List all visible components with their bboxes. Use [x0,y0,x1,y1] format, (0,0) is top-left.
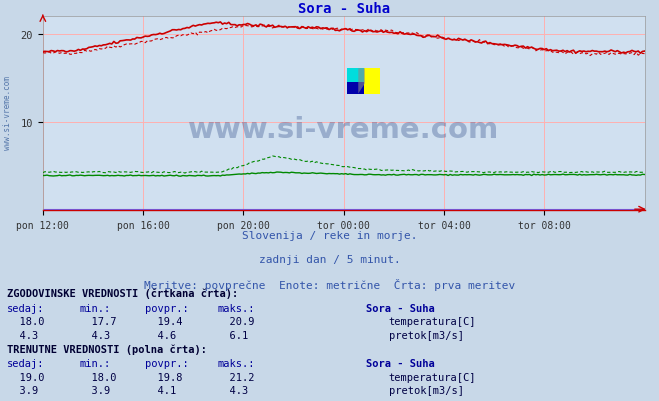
Text: 21.2: 21.2 [217,372,255,382]
Text: TRENUTNE VREDNOSTI (polna črta):: TRENUTNE VREDNOSTI (polna črta): [7,344,206,354]
Text: www.si-vreme.com: www.si-vreme.com [188,115,500,143]
Text: 4.6: 4.6 [145,330,176,340]
Text: pretok[m3/s]: pretok[m3/s] [389,385,464,395]
Text: maks.:: maks.: [217,358,255,368]
Text: 20.9: 20.9 [217,317,255,326]
Text: povpr.:: povpr.: [145,303,188,313]
Text: povpr.:: povpr.: [145,358,188,368]
Text: 3.9: 3.9 [79,385,110,395]
Bar [347,69,364,94]
Text: 18.0: 18.0 [7,317,44,326]
Text: Sora - Suha: Sora - Suha [366,358,434,368]
Text: pretok[m3/s]: pretok[m3/s] [389,330,464,340]
Text: 4.1: 4.1 [145,385,176,395]
Text: maks.:: maks.: [217,303,255,313]
Bar [347,69,380,94]
Text: 19.0: 19.0 [7,372,44,382]
Text: sedaj:: sedaj: [7,358,44,368]
Text: Sora - Suha: Sora - Suha [366,303,434,313]
Text: 6.1: 6.1 [217,330,248,340]
Text: temperatura[C]: temperatura[C] [389,317,476,326]
Text: temperatura[C]: temperatura[C] [389,372,476,382]
Text: Slovenija / reke in morje.: Slovenija / reke in morje. [242,231,417,241]
Text: 4.3: 4.3 [79,330,110,340]
Text: zadnji dan / 5 minut.: zadnji dan / 5 minut. [258,255,401,265]
Text: sedaj:: sedaj: [7,303,44,313]
Text: 4.3: 4.3 [217,385,248,395]
Polygon shape [358,69,365,94]
Title: Sora - Suha: Sora - Suha [298,2,389,16]
Text: 19.4: 19.4 [145,317,183,326]
Text: www.si-vreme.com: www.si-vreme.com [3,75,13,149]
Text: ZGODOVINSKE VREDNOSTI (črtkana črta):: ZGODOVINSKE VREDNOSTI (črtkana črta): [7,288,238,298]
Text: 17.7: 17.7 [79,317,117,326]
Text: 4.3: 4.3 [7,330,38,340]
Text: 18.0: 18.0 [79,372,117,382]
Text: min.:: min.: [79,358,110,368]
Text: 3.9: 3.9 [7,385,38,395]
Text: min.:: min.: [79,303,110,313]
Text: Meritve: povprečne  Enote: metrične  Črta: prva meritev: Meritve: povprečne Enote: metrične Črta:… [144,279,515,291]
Text: 19.8: 19.8 [145,372,183,382]
Bar [347,83,364,94]
